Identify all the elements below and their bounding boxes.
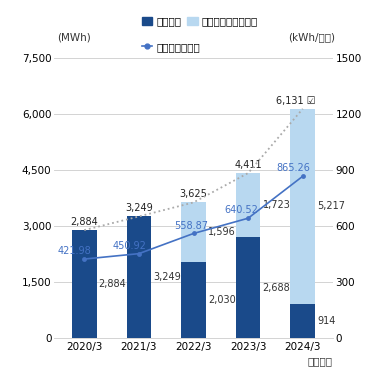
Bar <box>127 217 151 338</box>
Bar <box>72 230 96 338</box>
Bar <box>181 202 206 262</box>
Text: 3,625: 3,625 <box>180 189 207 199</box>
Bar <box>291 109 315 304</box>
Text: 2,884: 2,884 <box>99 279 127 289</box>
Text: 1,596: 1,596 <box>208 227 236 237</box>
Text: 3,249: 3,249 <box>153 272 181 282</box>
Bar <box>236 237 260 338</box>
Bar <box>236 173 260 237</box>
Text: 421.98: 421.98 <box>58 246 91 256</box>
Text: 2,884: 2,884 <box>70 217 98 227</box>
Legend: 電力使用原単位: 電力使用原単位 <box>137 38 204 56</box>
Text: 2,688: 2,688 <box>263 283 290 293</box>
Text: 3,249: 3,249 <box>125 204 153 214</box>
Text: （月期）: （月期） <box>308 357 333 367</box>
Text: 865.26: 865.26 <box>276 164 310 174</box>
Text: 1,723: 1,723 <box>263 200 291 210</box>
Text: 6,131 ☑: 6,131 ☑ <box>276 96 316 106</box>
Text: (MWh): (MWh) <box>57 32 91 42</box>
Bar <box>291 304 315 338</box>
Text: 914: 914 <box>317 316 336 326</box>
Text: 450.92: 450.92 <box>112 241 146 251</box>
Text: 4,411: 4,411 <box>234 160 262 170</box>
Text: 558.87: 558.87 <box>174 221 208 231</box>
Text: 5,217: 5,217 <box>317 201 345 211</box>
Bar <box>181 262 206 338</box>
Text: 2,030: 2,030 <box>208 295 236 305</box>
Text: (kWh/億円): (kWh/億円) <box>289 32 336 42</box>
Text: 640.52: 640.52 <box>224 205 259 215</box>
